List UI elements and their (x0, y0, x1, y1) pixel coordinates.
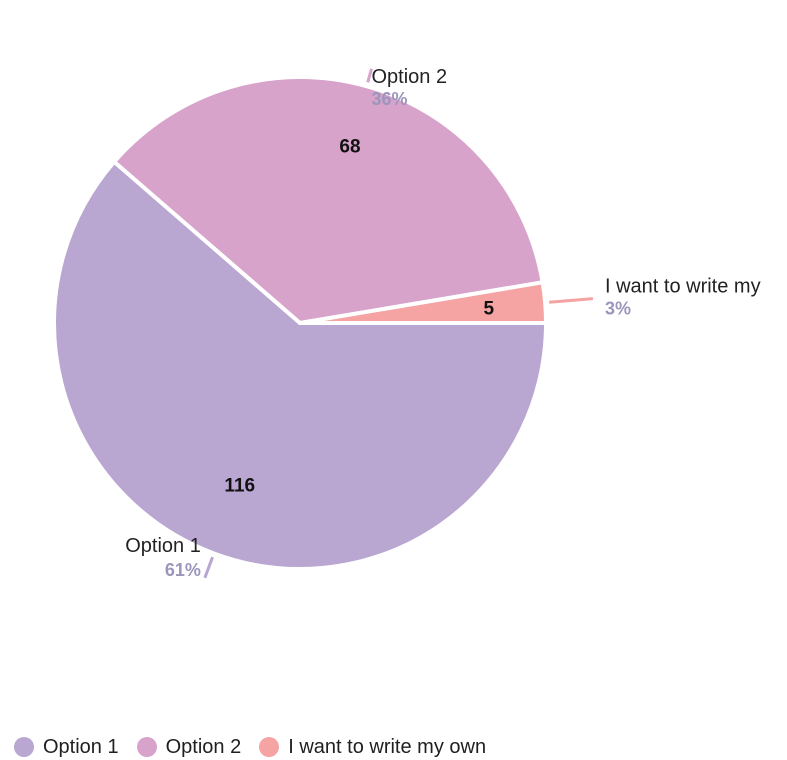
callout-label-option-1: Option 1 (125, 535, 201, 557)
legend-item-i-want-to-write-my-own: I want to write my own (259, 736, 486, 759)
value-label-option-1: 116 (224, 475, 255, 496)
legend-swatch-i-want-to-write-my-own (259, 737, 280, 757)
slice-option-2 (112, 75, 545, 325)
legend: Option 1 Option 2 I want to write my own (14, 734, 486, 760)
callout-percent-i-want-to-write-my-own: 3% (605, 299, 631, 319)
callout-label-i-want-to-write-my-own: I want to write my (605, 276, 761, 298)
legend-swatch-option-2 (136, 737, 157, 757)
legend-label-i-want-to-write-my-own: I want to write my own (288, 735, 487, 758)
callout-label-option-2: Option 2 (372, 66, 448, 88)
slice-option-1 (52, 159, 548, 571)
slice-i-want-to-write-my-own (298, 280, 548, 325)
legend-label-option-2: Option 2 (165, 735, 242, 758)
callout-percent-option-2: 36% (372, 89, 408, 109)
legend-item-option-1: Option 1 (14, 736, 119, 759)
leader-line-option-1 (203, 556, 214, 579)
leader-line-option-2 (366, 68, 373, 83)
value-label-i-want-to-write-my-own: 5 (483, 298, 494, 319)
value-label-option-2: 68 (339, 136, 360, 157)
leader-line-i-want-to-write-my-own (549, 297, 594, 304)
pie-chart: 116 Option 1 61% 68 Option 236% 5 I want to wr… (52, 66, 761, 580)
legend-swatch-option-1 (14, 737, 34, 757)
callout-percent-option-1: 61% (165, 560, 201, 580)
legend-item-option-2: Option 2 (136, 735, 242, 759)
legend-label-option-1: Option 1 (43, 735, 119, 758)
